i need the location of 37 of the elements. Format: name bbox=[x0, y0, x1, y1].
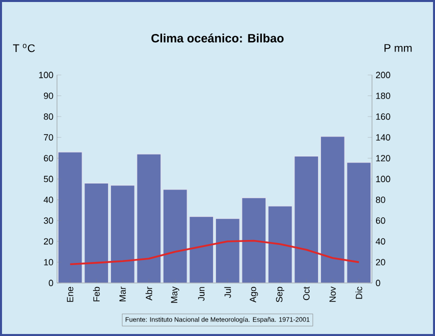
y2-tick-label: 160 bbox=[376, 113, 390, 120]
x-tick-label: May bbox=[171, 286, 180, 303]
x-tick-label: Dic bbox=[356, 286, 362, 299]
y-tick-label: 70 bbox=[44, 134, 54, 141]
y-axis-title: T $^{o}$C bbox=[13, 44, 35, 52]
y2-tick-label: 80 bbox=[376, 196, 386, 203]
y-tick-label: 20 bbox=[44, 238, 54, 245]
y2-tick-label: 120 bbox=[376, 154, 390, 162]
x-tick-label: Abr bbox=[146, 286, 152, 301]
y2-tick-label: 40 bbox=[376, 238, 386, 245]
y2-tick-label: 180 bbox=[376, 92, 390, 99]
x-tick-label: Ene bbox=[66, 286, 74, 302]
y2-tick-label: 0 bbox=[376, 280, 380, 286]
y-tick-label: 10 bbox=[44, 258, 54, 266]
y2-tick-label: 60 bbox=[376, 217, 386, 224]
y-tick-label: 40 bbox=[44, 196, 54, 203]
y-tick-label: 0 bbox=[48, 280, 54, 286]
x-tick-label: Jul bbox=[224, 287, 231, 298]
x-tick-label: Sep bbox=[276, 286, 284, 302]
y-tick-label: 50 bbox=[44, 176, 54, 182]
y-tick-label: 90 bbox=[44, 92, 54, 99]
x-tick-label: Oct bbox=[303, 286, 310, 300]
x-tick-label: Feb bbox=[93, 286, 100, 302]
x-tick-label: Ago bbox=[250, 286, 258, 303]
x-tick-label: Nov bbox=[329, 286, 336, 302]
y-tick-label: 60 bbox=[44, 154, 54, 162]
y-tick-label: 100 bbox=[39, 72, 54, 78]
y2-tick-label: 20 bbox=[376, 258, 386, 266]
x-tick-label: Mar bbox=[119, 286, 126, 302]
y2-tick-label: 100 bbox=[376, 176, 390, 182]
x-tick-label: Jun bbox=[198, 287, 205, 301]
y-tick-label: 30 bbox=[44, 217, 54, 224]
y2-tick-label: 200 bbox=[376, 72, 390, 78]
y-tick-label: 80 bbox=[44, 113, 54, 120]
y2-axis-title: P mm bbox=[384, 44, 412, 52]
chart-title: Clima oceánico: Bilbao bbox=[151, 34, 284, 42]
y2-tick-label: 140 bbox=[376, 134, 390, 141]
